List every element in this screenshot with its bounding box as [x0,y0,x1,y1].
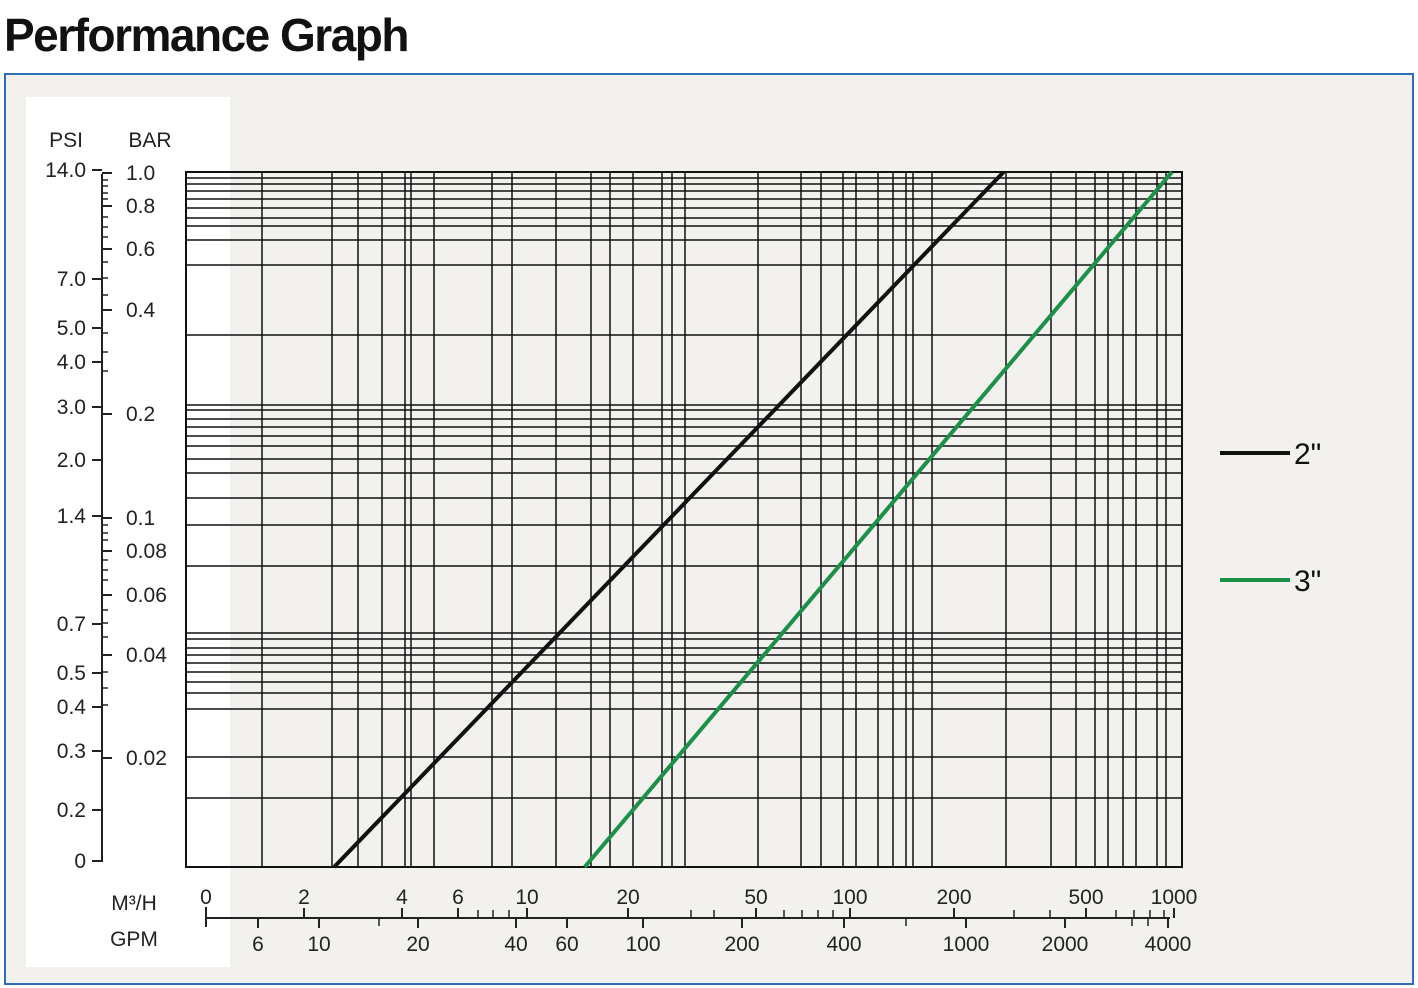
m3h-tick-label: 20 [616,886,639,909]
m3h-tick-label: 200 [936,886,971,909]
grid-vertical [261,172,1167,867]
bar-tick-label: 1.0 [126,162,155,185]
performance-chart: PSI BAR 14.0 7.0 5.0 4.0 3.0 2.0 1.4 0.7 0.5 0.4 0.3… [26,97,1321,967]
psi-tick-label: 0.4 [57,696,87,719]
psi-tick-label: 0.2 [57,799,86,822]
psi-tick-label: 0.7 [57,613,86,636]
gpm-tick-label: 2000 [1042,933,1089,956]
m3h-tick-label: 6 [452,886,464,909]
plot-area [186,172,1182,867]
psi-tick-label: 1.4 [57,505,87,528]
bar-tick-label: 0.4 [126,299,156,322]
chart-frame: PSI BAR 14.0 7.0 5.0 4.0 3.0 2.0 1.4 0.7 0.5 0.4 0.3… [4,73,1414,985]
gpm-tick-label: 10 [307,933,330,956]
bar-tick-label: 0.2 [126,403,155,426]
axis-backdrop [26,97,230,967]
psi-tick-label: 7.0 [57,268,86,291]
psi-tick-label: 4.0 [57,351,86,374]
legend-label: 2" [1294,438,1321,471]
psi-axis-label: PSI [49,129,83,152]
gpm-tick-label: 4000 [1145,933,1192,956]
bar-tick-label: 0.06 [126,584,167,607]
gpm-tick-label: 400 [826,933,861,956]
m3h-tick-label: 0 [200,886,212,909]
m3h-tick-label: 2 [298,886,310,909]
bottom-axes: M³/H GPM 0 2 4 6 10 20 50 100 200 500 1000 6 10 20 40 60 1… [110,886,1197,956]
gpm-tick-label: 40 [504,933,527,956]
m3h-tick-label: 100 [832,886,867,909]
left-axes: PSI BAR 14.0 7.0 5.0 4.0 3.0 2.0 1.4 0.7 0.5 0.4 0.3… [45,129,171,873]
bar-tick-label: 0.8 [126,195,155,218]
bar-tick-label: 0.6 [126,238,155,261]
series-line-3in [583,170,1174,869]
gpm-tick-label: 100 [625,933,660,956]
gpm-tick-label: 60 [555,933,578,956]
psi-tick-label: 0.5 [57,662,86,685]
page-title: Performance Graph [4,9,409,61]
bar-tick-label: 0.02 [126,747,167,770]
m3h-tick-label: 10 [515,886,538,909]
m3h-tick-label: 4 [396,886,408,909]
gpm-tick-label: 200 [724,933,759,956]
m3h-tick-label: 50 [744,886,767,909]
bar-tick-label: 0.08 [126,540,167,563]
bar-tick-label: 0.1 [126,507,155,530]
m3h-tick-label: 500 [1068,886,1103,909]
psi-tick-label: 3.0 [57,396,86,419]
series-line-2in [332,170,1006,869]
gpm-tick-label: 20 [406,933,429,956]
psi-tick-label: 14.0 [45,159,86,182]
psi-tick-label: 2.0 [57,449,86,472]
psi-tick-label: 5.0 [57,317,86,340]
gpm-axis-label: GPM [110,928,158,951]
series-lines [332,170,1174,869]
gpm-tick-label: 6 [252,933,264,956]
legend: 2" 3" [1220,438,1321,598]
psi-tick-label: 0 [74,850,86,873]
m3h-axis-label: M³/H [111,892,157,915]
bar-axis-label: BAR [128,129,171,152]
legend-label: 3" [1294,565,1321,598]
plot-border [185,171,1183,868]
grid-horizontal [186,177,1182,799]
gpm-tick-label: 1000 [943,933,990,956]
m3h-tick-label: 1000 [1151,886,1198,909]
psi-tick-label: 0.3 [57,740,86,763]
bar-tick-label: 0.04 [126,644,167,667]
